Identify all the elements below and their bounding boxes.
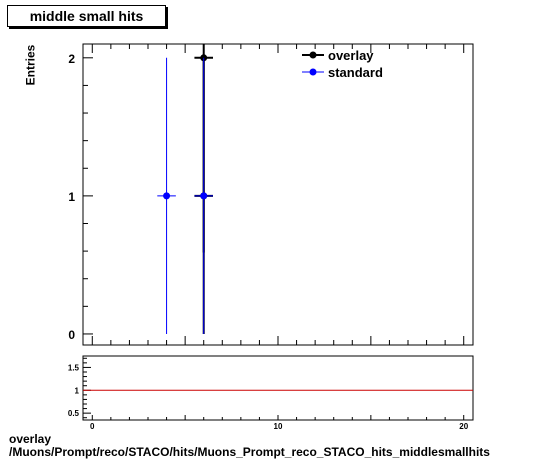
ratio-x-tick-label: 20 (459, 422, 468, 431)
main-y-tick-label: 2 (68, 52, 75, 66)
main-axis-ticks: 0 1 2 (68, 44, 465, 345)
marker (163, 192, 171, 200)
footer-line-2: /Muons/Prompt/reco/STACO/hits/Muons_Prom… (9, 445, 490, 459)
standard-point (157, 57, 176, 334)
legend-label-overlay: overlay (328, 48, 374, 63)
ratio-axis-ticks: 0 10 20 0.5 1 1.5 (68, 357, 469, 431)
chart-title: middle small hits (7, 5, 166, 27)
main-plot-frame (82, 43, 474, 346)
ratio-x-tick-label: 0 (90, 422, 95, 431)
ratio-y-tick-label: 1 (75, 386, 80, 395)
main-data-points (157, 44, 213, 334)
legend-label-standard: standard (328, 65, 383, 80)
legend-marker-overlay (309, 51, 317, 59)
ratio-x-tick-label: 10 (274, 422, 283, 431)
ratio-frame-rect (82, 355, 474, 421)
legend-marker-standard (309, 68, 317, 76)
main-y-tick-label: 0 (68, 328, 75, 342)
marker (200, 192, 208, 200)
ratio-y-tick-label: 0.5 (68, 409, 80, 418)
ratio-plot-frame (82, 355, 474, 421)
footer-line-1: overlay (9, 432, 52, 446)
standard-point (194, 57, 213, 334)
main-frame-rect (82, 43, 474, 346)
legend: overlay standard (302, 48, 383, 80)
ratio-y-tick-label: 1.5 (68, 363, 80, 372)
main-y-tick-label: 1 (68, 190, 75, 204)
chart-canvas: 0 1 2 overlay standard 0 10 20 0.5 1 1.5 (68, 43, 474, 431)
